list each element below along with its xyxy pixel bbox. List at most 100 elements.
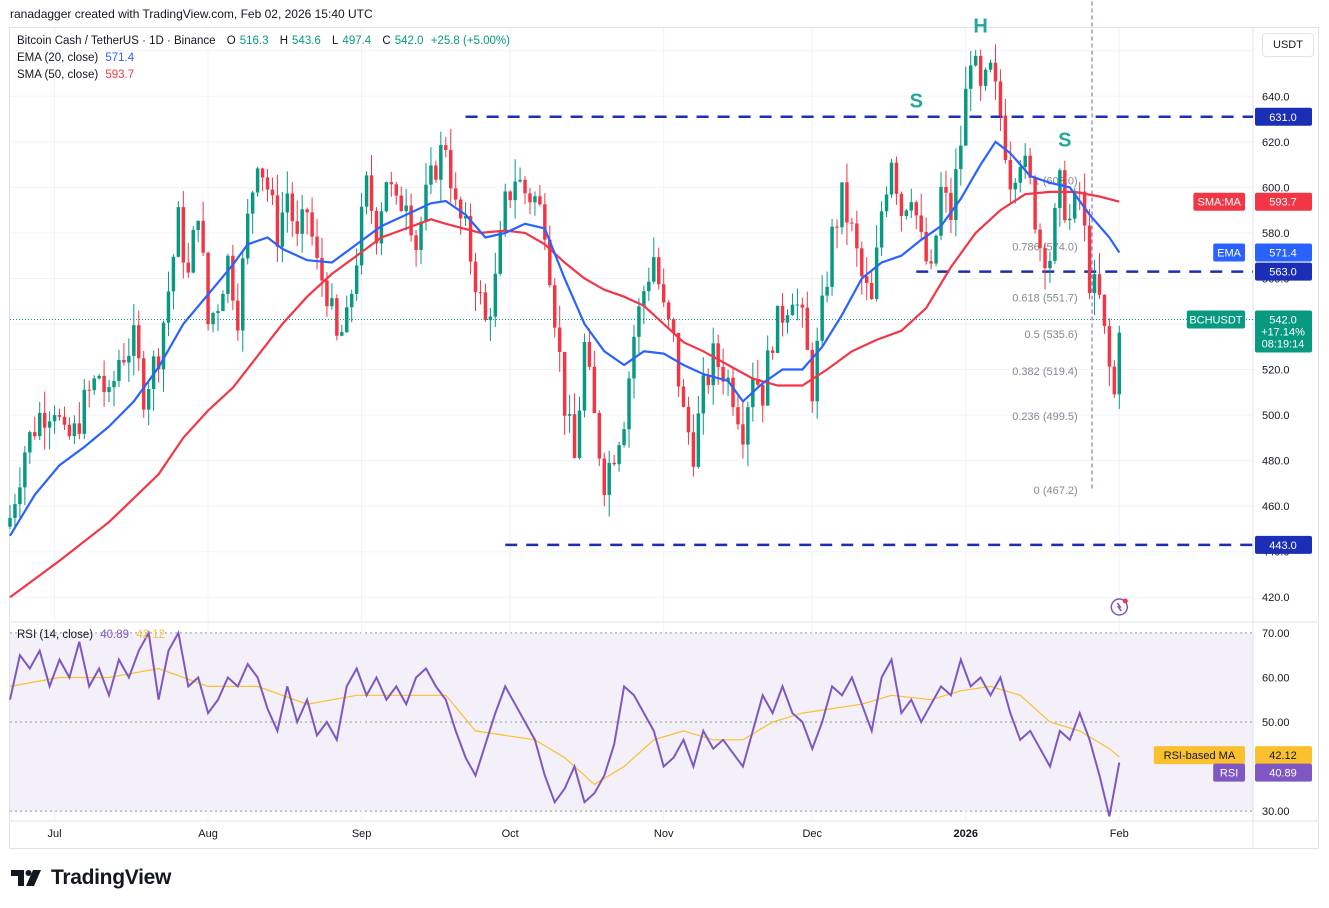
candle-body[interactable] (850, 222, 854, 224)
candle-body[interactable] (37, 412, 42, 437)
candle-body[interactable] (973, 55, 978, 66)
candle-body[interactable] (894, 162, 899, 194)
candle-body[interactable] (543, 204, 547, 240)
candle-body[interactable] (354, 265, 359, 294)
candle-body[interactable] (458, 199, 463, 219)
candle-body[interactable] (364, 175, 369, 207)
candle-body[interactable] (562, 351, 567, 416)
candle-body[interactable] (830, 226, 834, 287)
candle-body[interactable] (528, 193, 532, 203)
candle-body[interactable] (404, 205, 408, 212)
level-tag-value-box[interactable] (1255, 262, 1312, 281)
candle-body[interactable] (369, 175, 374, 211)
ema-tag-value-box[interactable] (1255, 243, 1312, 262)
candle-body[interactable] (602, 458, 606, 495)
candle-body[interactable] (191, 229, 195, 273)
candle-body[interactable] (741, 424, 745, 445)
candle-body[interactable] (676, 332, 681, 387)
candle-body[interactable] (414, 235, 418, 250)
candle-body[interactable] (468, 216, 473, 262)
ema20-line[interactable] (9, 140, 1121, 537)
candle-body[interactable] (637, 306, 641, 337)
candle-body[interactable] (518, 179, 522, 182)
candle-body[interactable] (860, 248, 864, 277)
candle-body[interactable] (18, 487, 22, 505)
candle-body[interactable] (1008, 160, 1013, 190)
candle-body[interactable] (1028, 155, 1032, 178)
candle-body[interactable] (141, 358, 146, 410)
candle-body[interactable] (533, 196, 537, 203)
candle-body[interactable] (845, 182, 849, 223)
candle-body[interactable] (399, 195, 403, 212)
candle-body[interactable] (988, 62, 993, 70)
candle-body[interactable] (760, 384, 765, 406)
candle-body[interactable] (785, 315, 790, 323)
candle-body[interactable] (330, 298, 334, 307)
candle-body[interactable] (731, 377, 735, 408)
candle-body[interactable] (1038, 229, 1042, 249)
candle-body[interactable] (939, 186, 943, 236)
candle-body[interactable] (622, 429, 626, 446)
candle-body[interactable] (1068, 218, 1072, 221)
candle-body[interactable] (275, 195, 280, 247)
candle-body[interactable] (548, 239, 552, 286)
candle-body[interactable] (340, 332, 344, 336)
candle-body[interactable] (300, 209, 304, 234)
candle-body[interactable] (1033, 177, 1037, 230)
ema-legend[interactable]: EMA (20, close) 571.4 (17, 52, 134, 64)
candle-body[interactable] (280, 212, 285, 247)
candle-body[interactable] (691, 432, 696, 467)
candle-body[interactable] (493, 273, 498, 317)
candle-body[interactable] (221, 293, 225, 312)
candle-body[interactable] (706, 375, 710, 386)
candle-body[interactable] (934, 235, 938, 264)
candle-body[interactable] (245, 213, 250, 259)
candle-body[interactable] (567, 414, 572, 416)
candle-body[interactable] (572, 414, 577, 459)
candle-body[interactable] (716, 343, 720, 367)
sma-tag-value-box[interactable] (1255, 192, 1312, 211)
candle-body[interactable] (904, 210, 909, 216)
candle-body[interactable] (250, 192, 255, 214)
candle-body[interactable] (23, 452, 27, 488)
candle-body[interactable] (1107, 326, 1112, 367)
candle-body[interactable] (1063, 170, 1067, 221)
candle-body[interactable] (478, 292, 483, 294)
sma50-line[interactable] (9, 190, 1120, 599)
candle-body[interactable] (498, 231, 503, 274)
rsi-tag-label-box[interactable] (1213, 763, 1245, 782)
rsi-tag-value-box[interactable] (1255, 763, 1312, 782)
candle-body[interactable] (265, 177, 270, 190)
candle-body[interactable] (666, 302, 671, 320)
candle-body[interactable] (241, 258, 245, 331)
candle-body[interactable] (146, 389, 151, 410)
candle-body[interactable] (652, 257, 656, 282)
candle-body[interactable] (1092, 274, 1097, 294)
candle-body[interactable] (206, 252, 210, 325)
candle-body[interactable] (924, 231, 928, 262)
candle-body[interactable] (463, 216, 468, 219)
candle-body[interactable] (13, 504, 17, 518)
candle-body[interactable] (775, 305, 780, 353)
sma-tag-label-box[interactable] (1193, 192, 1245, 211)
candle-body[interactable] (290, 193, 295, 222)
candle-body[interactable] (954, 169, 958, 220)
rsi-line[interactable] (9, 629, 1121, 817)
candle-body[interactable] (211, 313, 215, 325)
candle-body[interactable] (33, 432, 37, 437)
candle-body[interactable] (978, 55, 983, 86)
candle-body[interactable] (320, 257, 324, 281)
bchusdt-tag-label-box[interactable] (1186, 310, 1245, 329)
candle-body[interactable] (780, 305, 785, 323)
candle-body[interactable] (102, 375, 106, 393)
candle-body[interactable] (335, 298, 339, 336)
candle-body[interactable] (1097, 274, 1102, 295)
candle-body[interactable] (260, 168, 265, 178)
candle-body[interactable] (394, 184, 399, 196)
candle-body[interactable] (929, 261, 933, 264)
candle-body[interactable] (359, 206, 364, 266)
candle-body[interactable] (884, 194, 889, 212)
candle-body[interactable] (874, 247, 879, 299)
level-tag-value-box[interactable] (1255, 535, 1312, 554)
candle-body[interactable] (127, 355, 131, 363)
